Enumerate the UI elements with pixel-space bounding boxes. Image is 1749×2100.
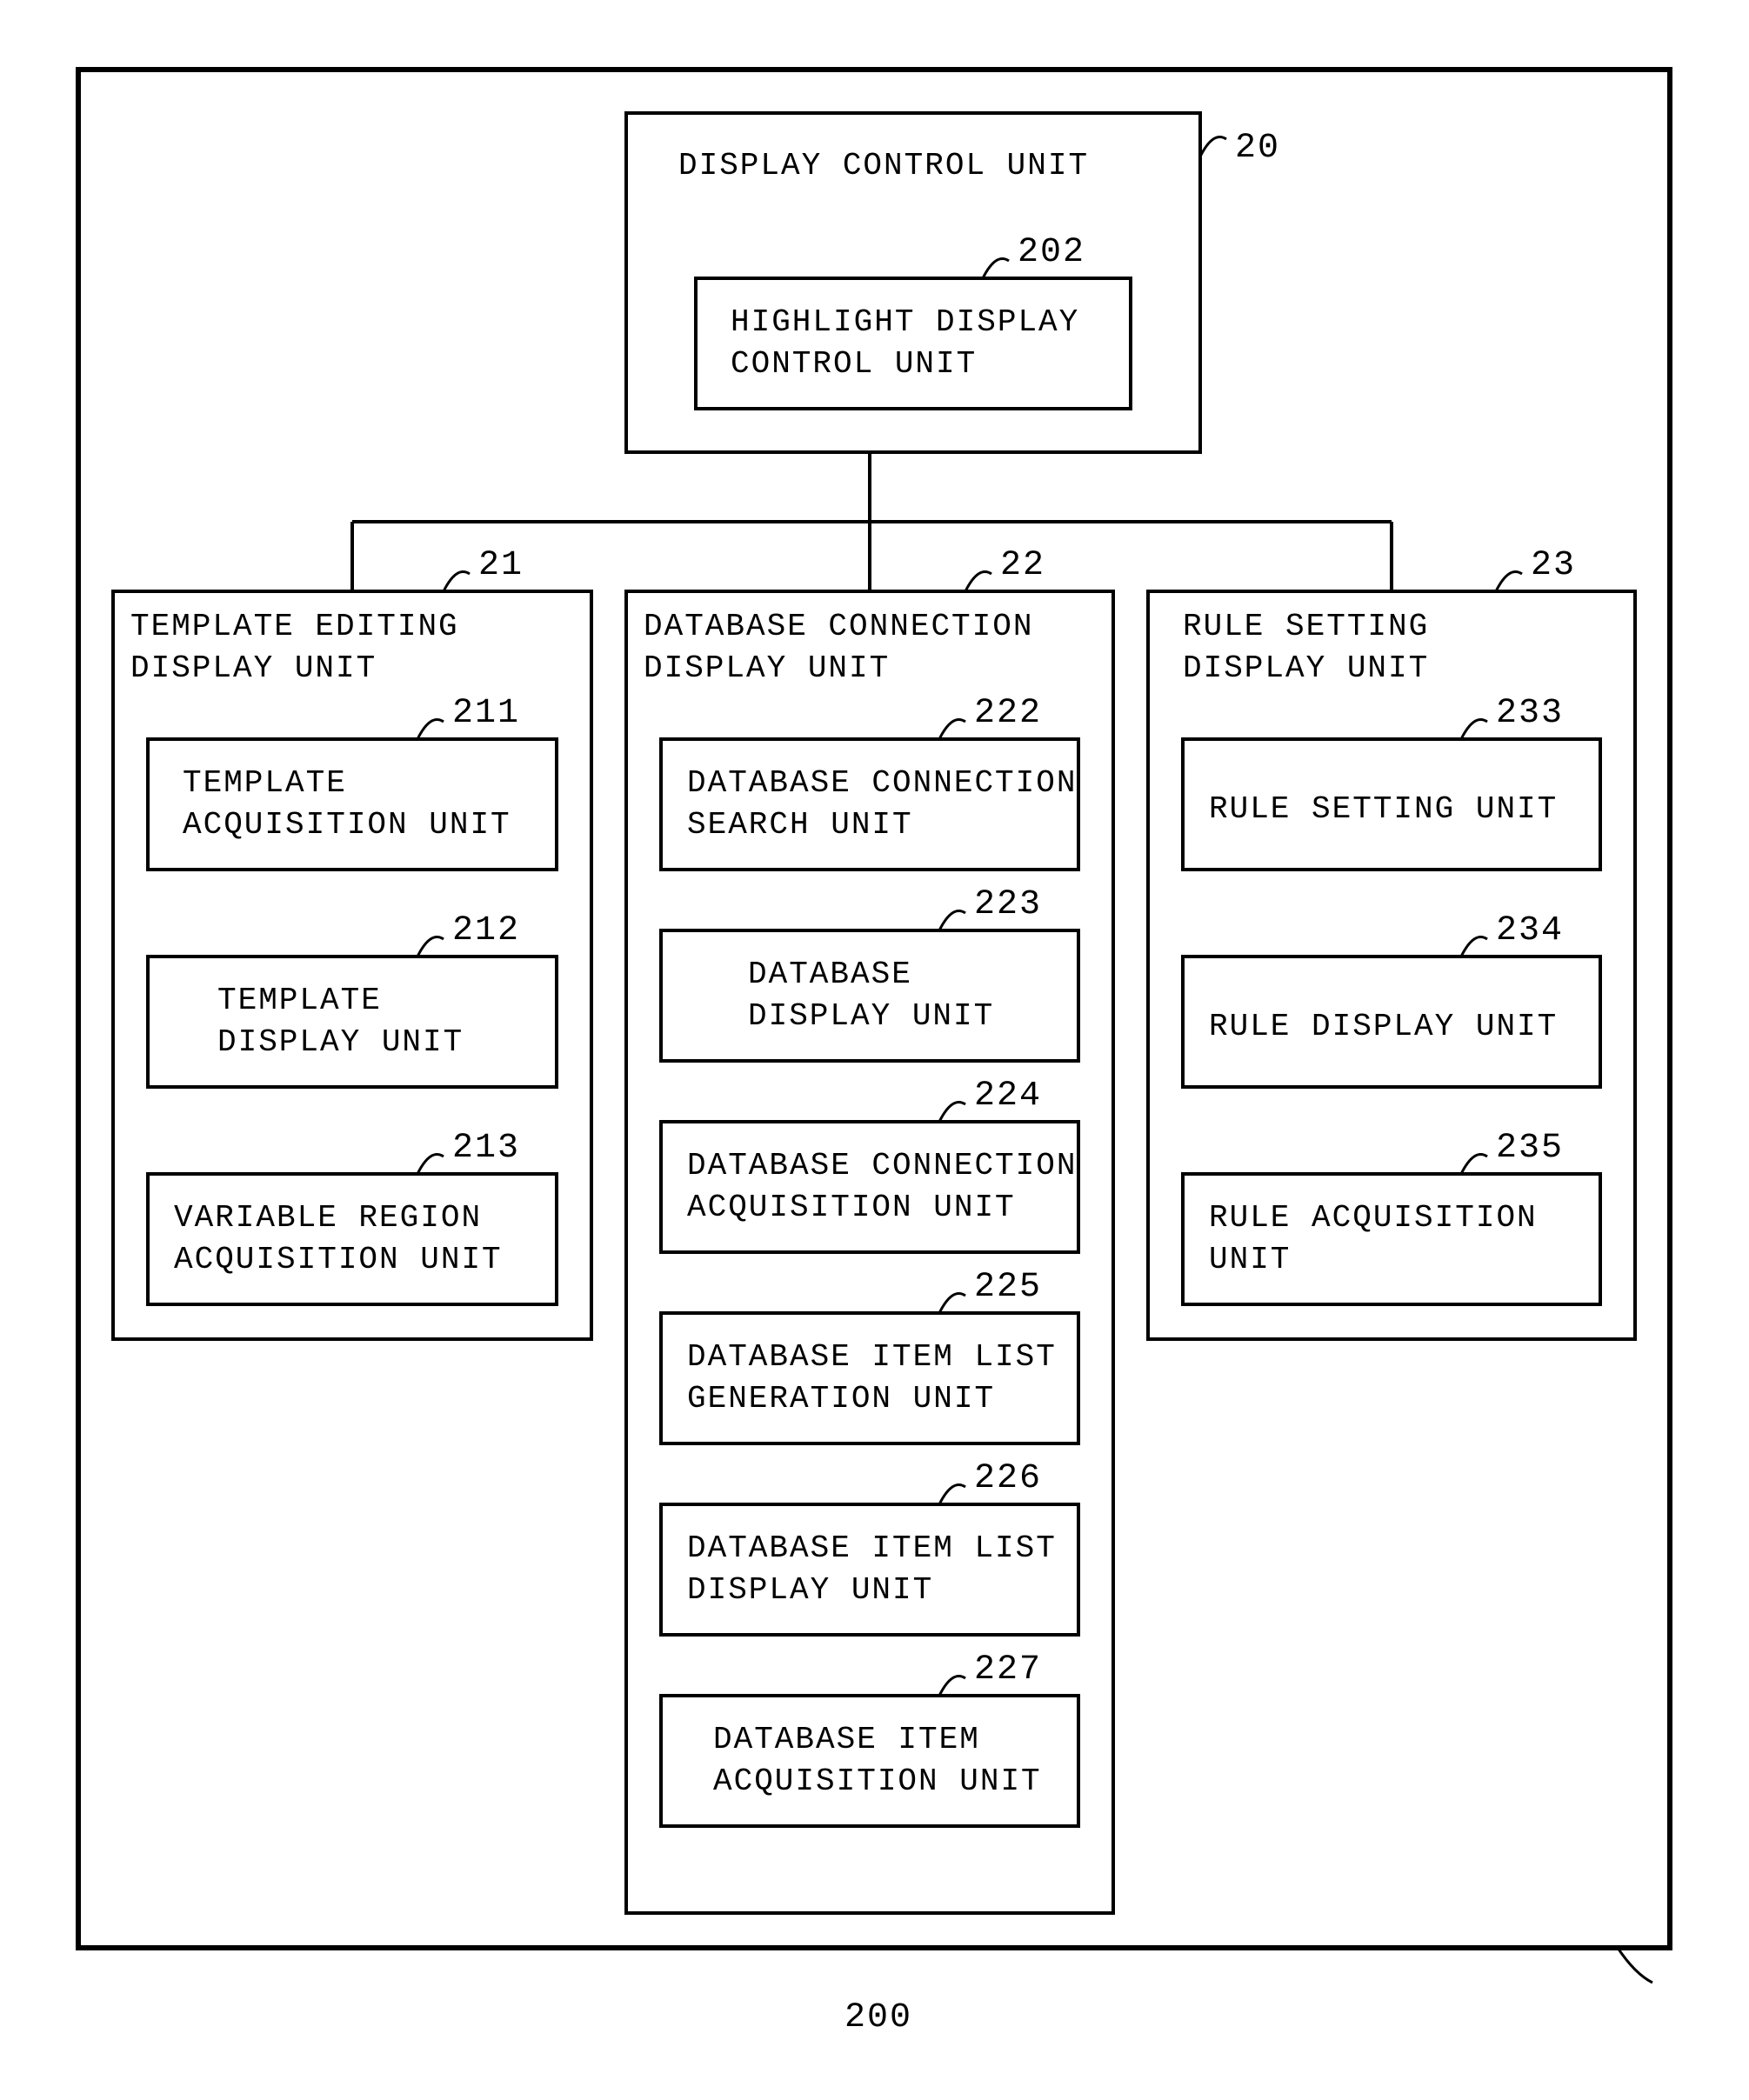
box-223	[661, 930, 1078, 1061]
ref-223: 223	[974, 885, 1042, 924]
label-212: DISPLAY UNIT	[217, 1024, 464, 1060]
label-235: RULE ACQUISITION	[1209, 1200, 1538, 1236]
ref-213: 213	[452, 1129, 520, 1168]
label-222: DATABASE CONNECTION	[687, 765, 1077, 801]
box-213	[148, 1174, 557, 1304]
ref-226: 226	[974, 1459, 1042, 1498]
label-21: DISPLAY UNIT	[130, 650, 377, 686]
box-224	[661, 1122, 1078, 1252]
ref-233: 233	[1496, 694, 1564, 733]
box-222	[661, 739, 1078, 870]
label-226: DATABASE ITEM LIST	[687, 1530, 1057, 1566]
label-21: TEMPLATE EDITING	[130, 609, 459, 644]
label-223: DATABASE	[748, 957, 912, 992]
label-211: ACQUISITION UNIT	[183, 807, 511, 843]
label-226: DISPLAY UNIT	[687, 1572, 933, 1608]
label-211: TEMPLATE	[183, 765, 347, 801]
label-223: DISPLAY UNIT	[748, 998, 994, 1034]
ref-224: 224	[974, 1077, 1042, 1116]
ref-212: 212	[452, 911, 520, 950]
block-diagram: 200 DISPLAY CONTROL UNIT 20 HIGHLIGHT DISPL…	[0, 0, 1749, 2100]
box-202	[696, 278, 1131, 409]
ref-227: 227	[974, 1650, 1042, 1690]
label-224: ACQUISITION UNIT	[687, 1190, 1016, 1225]
box-212	[148, 957, 557, 1087]
box-227	[661, 1696, 1078, 1826]
label-23: RULE SETTING	[1183, 609, 1429, 644]
label-233: RULE SETTING UNIT	[1209, 791, 1558, 827]
label-227: ACQUISITION UNIT	[713, 1763, 1042, 1799]
label-202: CONTROL UNIT	[731, 346, 977, 382]
label-227: DATABASE ITEM	[713, 1722, 980, 1757]
label-22: DATABASE CONNECTION	[644, 609, 1033, 644]
box-235	[1183, 1174, 1600, 1304]
label-222: SEARCH UNIT	[687, 807, 913, 843]
label-234: RULE DISPLAY UNIT	[1209, 1009, 1558, 1044]
ref-23: 23	[1531, 546, 1576, 585]
ref-235: 235	[1496, 1129, 1564, 1168]
label-23: DISPLAY UNIT	[1183, 650, 1429, 686]
label-224: DATABASE CONNECTION	[687, 1148, 1077, 1183]
label-202: HIGHLIGHT DISPLAY	[731, 304, 1079, 340]
label-22: DISPLAY UNIT	[644, 650, 890, 686]
ref-200: 200	[844, 1998, 912, 2037]
box-226	[661, 1504, 1078, 1635]
label-225: DATABASE ITEM LIST	[687, 1339, 1057, 1375]
label-225: GENERATION UNIT	[687, 1381, 995, 1417]
label-235: UNIT	[1209, 1242, 1291, 1277]
ref-202: 202	[1018, 233, 1085, 272]
label-213: ACQUISITION UNIT	[174, 1242, 503, 1277]
ref-211: 211	[452, 694, 520, 733]
label-212: TEMPLATE	[217, 983, 382, 1018]
ref-21: 21	[478, 546, 524, 585]
box-211	[148, 739, 557, 870]
ref-234: 234	[1496, 911, 1564, 950]
ref-222: 222	[974, 694, 1042, 733]
label-213: VARIABLE REGION	[174, 1200, 482, 1236]
ref-225: 225	[974, 1268, 1042, 1307]
ref-22: 22	[1000, 546, 1045, 585]
label-20: DISPLAY CONTROL UNIT	[678, 148, 1089, 183]
box-225	[661, 1313, 1078, 1443]
ref-20: 20	[1235, 129, 1280, 168]
